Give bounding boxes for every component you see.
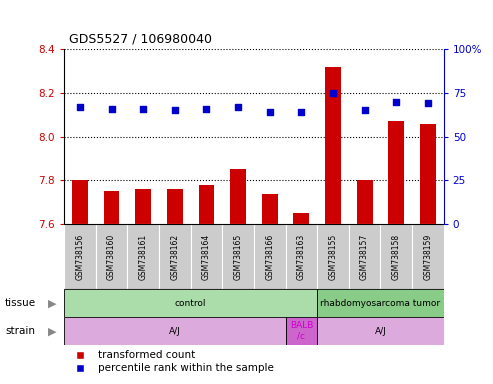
- Text: ▶: ▶: [47, 326, 56, 336]
- Bar: [388, 121, 404, 224]
- Bar: [262, 194, 278, 224]
- Bar: [64, 317, 285, 345]
- Text: ▶: ▶: [47, 298, 56, 308]
- Point: [76, 104, 84, 110]
- Bar: [317, 224, 349, 289]
- Bar: [420, 124, 436, 224]
- Text: A/J: A/J: [375, 327, 387, 336]
- Text: BALB
/c: BALB /c: [290, 321, 313, 341]
- Point: [297, 109, 305, 115]
- Bar: [199, 185, 214, 224]
- Bar: [317, 289, 444, 317]
- Bar: [222, 224, 254, 289]
- Bar: [230, 169, 246, 224]
- Point: [329, 90, 337, 96]
- Bar: [293, 213, 309, 224]
- Point: [361, 108, 369, 114]
- Text: GSM738163: GSM738163: [297, 233, 306, 280]
- Text: GDS5527 / 106980040: GDS5527 / 106980040: [69, 32, 212, 45]
- Text: GSM738156: GSM738156: [75, 233, 84, 280]
- Bar: [349, 224, 381, 289]
- Legend: transformed count, percentile rank within the sample: transformed count, percentile rank withi…: [70, 350, 274, 374]
- Text: A/J: A/J: [169, 327, 181, 336]
- Point: [139, 106, 147, 112]
- Bar: [357, 180, 373, 224]
- Text: strain: strain: [5, 326, 35, 336]
- Text: tissue: tissue: [5, 298, 36, 308]
- Point: [266, 109, 274, 115]
- Text: GSM738155: GSM738155: [328, 233, 338, 280]
- Bar: [285, 317, 317, 345]
- Bar: [325, 67, 341, 224]
- Text: GSM738164: GSM738164: [202, 233, 211, 280]
- Point: [171, 108, 179, 114]
- Bar: [104, 191, 119, 224]
- Point: [392, 99, 400, 105]
- Bar: [127, 224, 159, 289]
- Bar: [317, 317, 444, 345]
- Bar: [412, 224, 444, 289]
- Bar: [167, 189, 183, 224]
- Bar: [64, 224, 96, 289]
- Text: GSM738160: GSM738160: [107, 233, 116, 280]
- Text: GSM738157: GSM738157: [360, 233, 369, 280]
- Bar: [135, 189, 151, 224]
- Bar: [64, 289, 317, 317]
- Text: GSM738162: GSM738162: [170, 233, 179, 280]
- Bar: [381, 224, 412, 289]
- Text: GSM738159: GSM738159: [423, 233, 432, 280]
- Point: [234, 104, 242, 110]
- Point: [203, 106, 211, 112]
- Text: GSM738165: GSM738165: [234, 233, 243, 280]
- Point: [107, 106, 115, 112]
- Bar: [285, 224, 317, 289]
- Bar: [159, 224, 191, 289]
- Bar: [254, 224, 285, 289]
- Bar: [72, 180, 88, 224]
- Text: GSM738166: GSM738166: [265, 233, 274, 280]
- Text: GSM738161: GSM738161: [139, 233, 148, 280]
- Text: GSM738158: GSM738158: [392, 233, 401, 280]
- Bar: [191, 224, 222, 289]
- Bar: [96, 224, 127, 289]
- Point: [424, 100, 432, 106]
- Text: control: control: [175, 299, 207, 308]
- Text: rhabdomyosarcoma tumor: rhabdomyosarcoma tumor: [320, 299, 440, 308]
